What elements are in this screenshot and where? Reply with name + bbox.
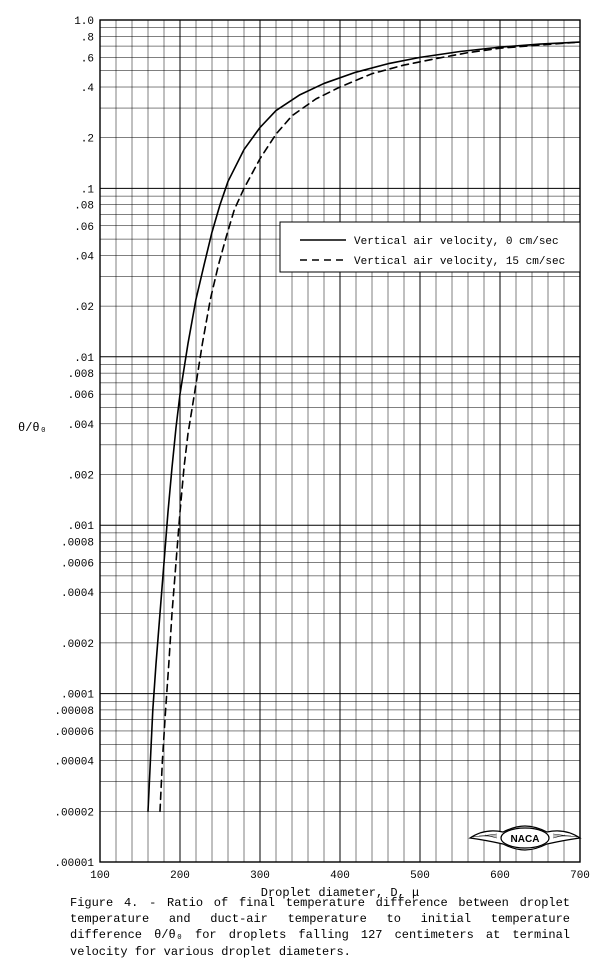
svg-text:.00002: .00002 bbox=[54, 807, 94, 819]
svg-text:.8: .8 bbox=[81, 32, 94, 44]
svg-text:500: 500 bbox=[410, 870, 430, 882]
svg-text:.00006: .00006 bbox=[54, 727, 94, 739]
svg-text:.00001: .00001 bbox=[54, 858, 94, 870]
svg-text:Vertical air velocity, 0 cm/se: Vertical air velocity, 0 cm/sec bbox=[354, 236, 559, 248]
svg-text:700: 700 bbox=[570, 870, 590, 882]
svg-text:.0004: .0004 bbox=[61, 588, 94, 600]
svg-text:NACA: NACA bbox=[511, 834, 540, 845]
svg-text:100: 100 bbox=[90, 870, 110, 882]
svg-text:.0001: .0001 bbox=[61, 690, 94, 702]
svg-text:400: 400 bbox=[330, 870, 350, 882]
svg-text:.002: .002 bbox=[68, 471, 94, 483]
svg-text:.2: .2 bbox=[81, 134, 94, 146]
svg-text:.6: .6 bbox=[81, 53, 94, 65]
svg-text:.4: .4 bbox=[81, 83, 95, 95]
svg-text:300: 300 bbox=[250, 870, 270, 882]
svg-text:.0008: .0008 bbox=[61, 538, 94, 550]
svg-text:.01: .01 bbox=[74, 353, 94, 365]
svg-text:.04: .04 bbox=[74, 251, 94, 263]
svg-text:.0006: .0006 bbox=[61, 559, 94, 571]
svg-text:.08: .08 bbox=[74, 201, 94, 213]
svg-text:.0002: .0002 bbox=[61, 639, 94, 651]
svg-text:.006: .006 bbox=[68, 390, 94, 402]
svg-text:200: 200 bbox=[170, 870, 190, 882]
svg-text:.00004: .00004 bbox=[54, 757, 94, 769]
figure-caption: Figure 4. - Ratio of final temperature d… bbox=[70, 895, 570, 960]
svg-text:θ/θ₀: θ/θ₀ bbox=[18, 421, 47, 435]
svg-text:.00008: .00008 bbox=[54, 706, 94, 718]
svg-text:.02: .02 bbox=[74, 302, 94, 314]
svg-text:.1: .1 bbox=[81, 184, 95, 196]
svg-text:.008: .008 bbox=[68, 369, 94, 381]
svg-text:.06: .06 bbox=[74, 222, 94, 234]
chart: 100200300400500600700Droplet diameter, D… bbox=[0, 0, 611, 956]
svg-text:Vertical air velocity, 15 cm/s: Vertical air velocity, 15 cm/sec bbox=[354, 256, 565, 268]
svg-text:600: 600 bbox=[490, 870, 510, 882]
svg-text:1.0: 1.0 bbox=[74, 16, 94, 28]
svg-text:.004: .004 bbox=[68, 420, 95, 432]
svg-text:.001: .001 bbox=[68, 521, 95, 533]
